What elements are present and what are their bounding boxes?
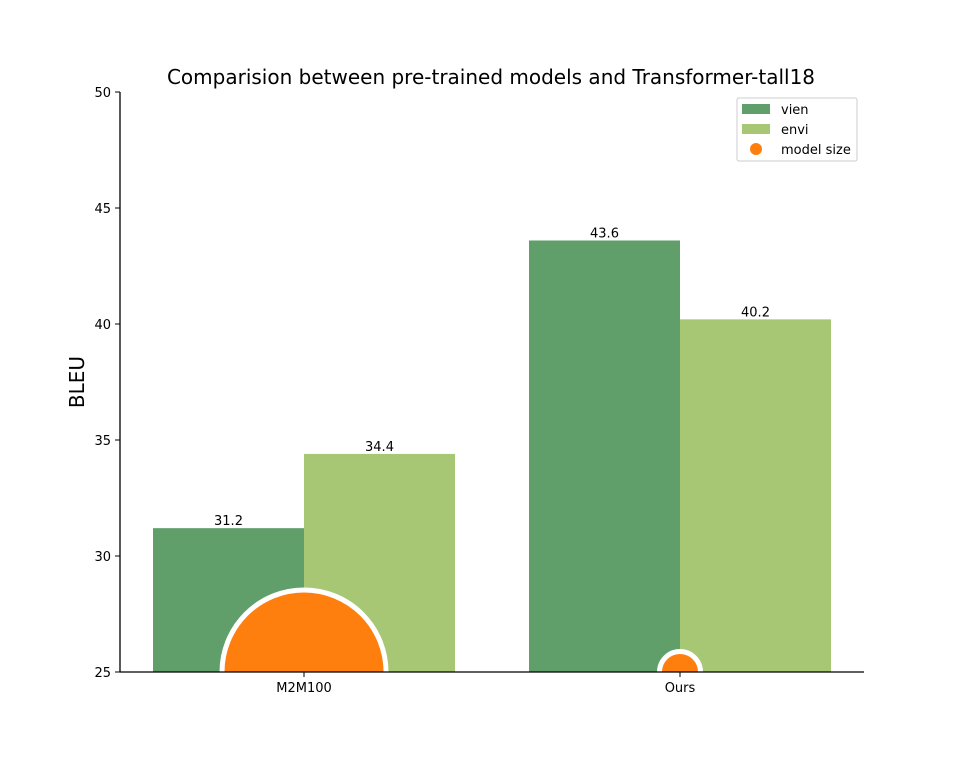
data-label-vien-ours: 43.6 (590, 226, 619, 241)
bar-vien-ours (529, 240, 680, 673)
axes: 25 30 35 40 45 50 M2M100 Ours (94, 86, 864, 696)
y-axis-label: BLEU (65, 356, 89, 408)
x-tick-label-ours: Ours (665, 681, 696, 696)
y-tick-label-45: 45 (94, 202, 111, 217)
legend-swatch-envi (742, 124, 770, 134)
legend: vien envi model size (736, 97, 858, 162)
legend-label-model-size: model size (781, 143, 851, 158)
data-label-vien-m2m100: 31.2 (214, 514, 243, 529)
legend-swatch-vien (742, 104, 770, 114)
y-tick-label-30: 30 (94, 550, 111, 565)
y-tick-label-35: 35 (94, 434, 111, 449)
data-labels: 31.2 43.6 34.4 40.2 (214, 226, 770, 529)
legend-label-envi: envi (781, 123, 809, 138)
legend-marker-model-size (750, 143, 762, 155)
y-tick-label-25: 25 (94, 666, 111, 681)
model-size-marker-m2m100 (219, 587, 389, 672)
data-label-envi-m2m100: 34.4 (365, 440, 394, 455)
model-size-markers (219, 587, 703, 672)
y-tick-label-40: 40 (94, 318, 111, 333)
data-label-envi-ours: 40.2 (741, 305, 770, 320)
bars-layer (153, 240, 831, 673)
legend-label-vien: vien (781, 103, 809, 118)
model-size-marker-ours (657, 649, 703, 672)
y-tick-label-50: 50 (94, 86, 111, 101)
x-tick-label-m2m100: M2M100 (276, 681, 332, 696)
bar-envi-ours (680, 319, 831, 672)
chart-title: Comparision between pre-trained models a… (167, 65, 815, 89)
